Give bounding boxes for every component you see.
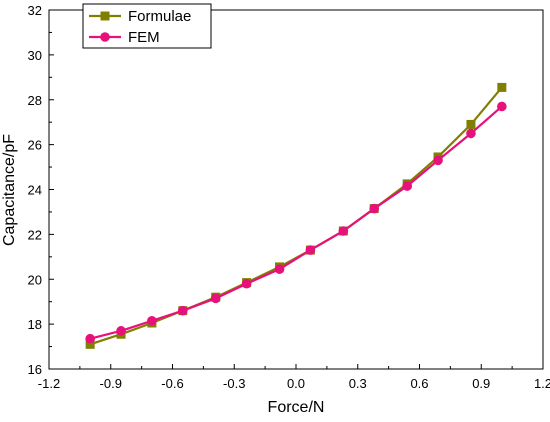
y-tick-label: 24 [28, 183, 42, 198]
y-axis-title: Capacitance/pF [1, 134, 18, 246]
data-point-circle [85, 333, 95, 344]
legend-marker [100, 32, 110, 42]
data-point-circle [241, 278, 252, 289]
data-point-circle [369, 203, 380, 214]
data-point-circle [466, 128, 476, 139]
x-tick-label: 0.0 [287, 376, 305, 391]
x-tick-label: 0.9 [472, 376, 490, 391]
x-axis: -1.2 -0.9 -0.6 -0.3 0.0 0.3 0.6 0.9 1.2 [38, 364, 550, 391]
legend-label: Formulae [128, 8, 191, 25]
data-point-circle [402, 181, 412, 191]
y-tick-label: 32 [28, 3, 42, 18]
data-point-circle [210, 293, 221, 304]
x-tick-label: 1.2 [534, 376, 550, 391]
data-point-circle [305, 245, 316, 255]
data-point-circle [274, 264, 285, 274]
x-tick-label: -0.6 [161, 376, 183, 391]
x-tick-label: -1.2 [38, 376, 60, 391]
y-tick-label: 16 [28, 362, 42, 377]
series-formulae [85, 82, 507, 349]
x-tick-label: -0.3 [223, 376, 245, 391]
x-tick-label: 0.3 [349, 376, 367, 391]
data-point-circle [177, 305, 188, 316]
series-line [89, 105, 503, 340]
data-point-circle [497, 101, 507, 112]
y-tick-label: 28 [28, 93, 42, 108]
y-tick-label: 22 [28, 227, 42, 242]
y-axis: 16 18 20 22 24 26 28 30 32 [28, 3, 54, 377]
data-point-square [85, 339, 95, 349]
x-tick-label: 0.6 [410, 376, 428, 391]
series-line [89, 86, 503, 346]
legend-item: Formulae [89, 8, 191, 25]
y-tick-label: 18 [28, 317, 42, 332]
x-axis-title: Force/N [268, 399, 325, 416]
legend-marker [100, 11, 110, 21]
legend-item: FEM [89, 29, 160, 46]
x-tick-label: -0.9 [100, 376, 122, 391]
series-fem [85, 101, 507, 344]
plot-frame [48, 9, 544, 370]
legend: Formulae FEM [82, 3, 212, 49]
series-layer [85, 82, 507, 349]
data-point-square [466, 119, 476, 129]
data-point-square [497, 82, 507, 92]
data-point-circle [338, 226, 349, 236]
data-point-circle [433, 155, 443, 166]
data-point-circle [147, 315, 157, 326]
legend-label: FEM [128, 29, 160, 46]
y-tick-label: 30 [28, 48, 42, 63]
y-tick-label: 26 [28, 138, 42, 153]
data-point-circle [116, 326, 126, 336]
y-tick-label: 20 [28, 272, 42, 287]
